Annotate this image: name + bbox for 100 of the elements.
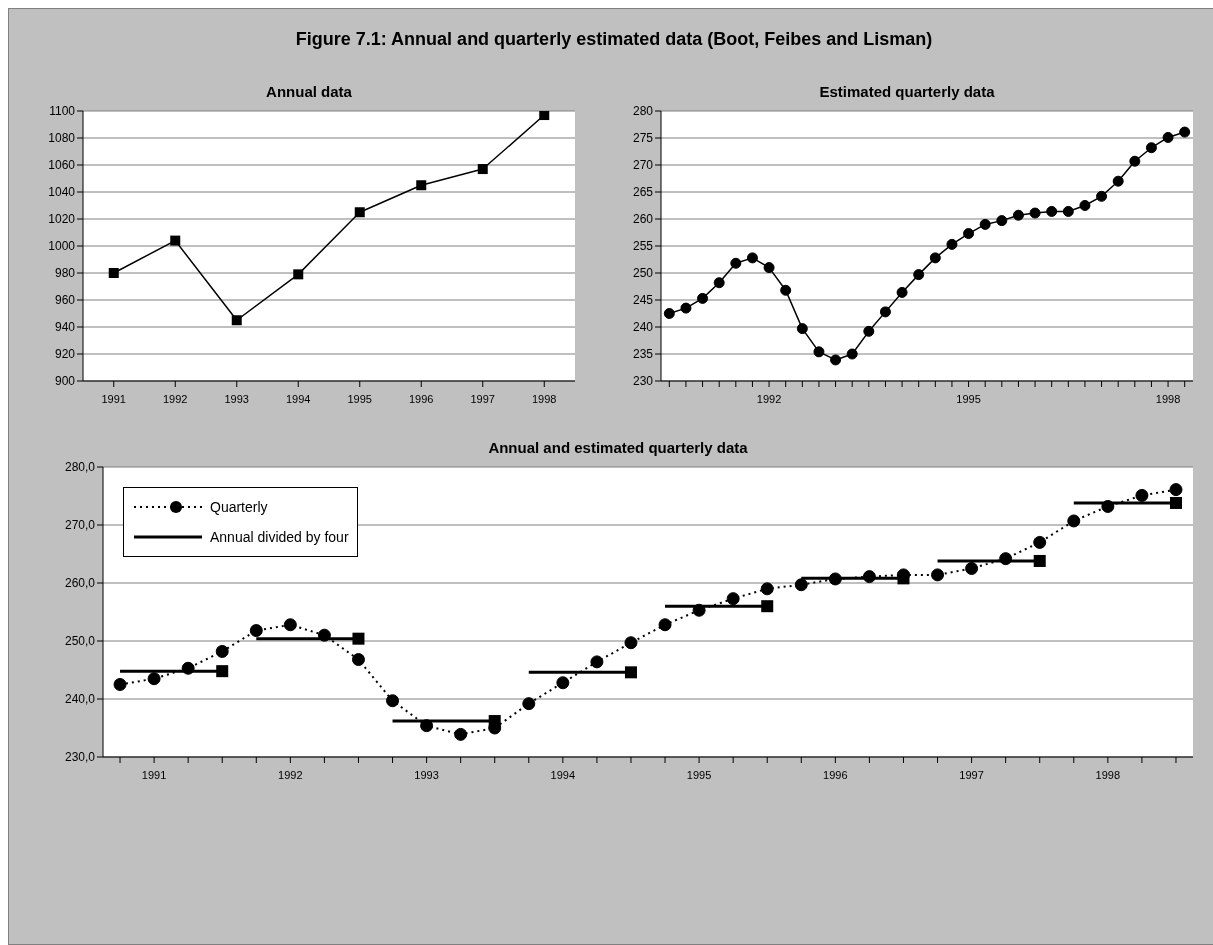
y-tick-label: 900 xyxy=(54,374,76,389)
point xyxy=(1135,488,1149,502)
point xyxy=(1046,205,1058,217)
y-tick-label: 265 xyxy=(632,185,654,200)
point xyxy=(761,600,774,613)
y-tick-label: 230,0 xyxy=(64,750,96,765)
point xyxy=(170,235,181,246)
point xyxy=(1169,496,1182,509)
point xyxy=(663,308,675,319)
y-tick-label: 235 xyxy=(632,347,654,362)
point xyxy=(1012,209,1024,221)
point xyxy=(231,315,242,326)
point xyxy=(1145,142,1157,154)
y-tick-label: 240 xyxy=(632,320,654,335)
point xyxy=(896,286,908,298)
point xyxy=(215,644,229,658)
y-tick-label: 920 xyxy=(54,347,76,362)
y-tick-label: 250,0 xyxy=(64,634,96,649)
point xyxy=(879,306,891,318)
point xyxy=(590,655,604,669)
point xyxy=(354,207,365,218)
point xyxy=(1112,175,1124,187)
x-tick-label: 1992 xyxy=(756,392,782,405)
x-tick-label: 1998 xyxy=(532,392,557,405)
x-tick-label: 1992 xyxy=(278,768,303,781)
point xyxy=(996,215,1008,227)
y-tick-label: 1100 xyxy=(49,104,76,119)
point xyxy=(1033,554,1046,567)
point xyxy=(386,694,400,708)
point xyxy=(216,665,229,678)
point xyxy=(1101,499,1115,513)
point xyxy=(863,325,875,337)
y-tick-label: 230 xyxy=(632,374,654,389)
y-tick-label: 280 xyxy=(632,104,654,119)
y-tick-label: 275 xyxy=(632,131,654,146)
point xyxy=(1169,483,1183,497)
point xyxy=(420,719,434,733)
x-tick-label: 1997 xyxy=(959,768,984,781)
point xyxy=(522,697,536,711)
point xyxy=(1029,207,1041,219)
chart-title: Annual and estimated quarterly data xyxy=(487,439,749,456)
y-tick-label: 1040 xyxy=(48,185,76,200)
point xyxy=(692,603,706,617)
point xyxy=(813,346,825,358)
y-tick-label: 1020 xyxy=(48,212,76,227)
point xyxy=(416,180,427,191)
x-tick-label: 1991 xyxy=(101,392,126,405)
point xyxy=(1179,126,1191,138)
point xyxy=(108,268,119,278)
point xyxy=(352,632,365,645)
point xyxy=(293,269,304,280)
point xyxy=(680,302,692,314)
y-tick-label: 260 xyxy=(632,212,654,227)
y-tick-label: 1080 xyxy=(48,131,76,146)
chart-title: Estimated quarterly data xyxy=(818,83,996,100)
point xyxy=(846,348,858,360)
legend-label: Quarterly xyxy=(210,499,268,515)
y-tick-label: 280,0 xyxy=(64,460,96,475)
point xyxy=(796,323,808,335)
point xyxy=(913,269,925,281)
point xyxy=(979,218,991,230)
caption: Figure 7.1: Annual and quarterly estimated data (Boot, Feibes and Lisman) xyxy=(294,29,934,50)
point xyxy=(658,618,672,632)
point xyxy=(624,636,638,650)
point xyxy=(317,628,331,642)
point xyxy=(760,582,774,596)
chart-title: Annual data xyxy=(265,83,353,100)
y-tick-label: 260,0 xyxy=(64,576,96,591)
point xyxy=(1062,205,1074,217)
x-tick-label: 1997 xyxy=(470,392,495,405)
point xyxy=(556,676,570,690)
point xyxy=(477,164,488,175)
point xyxy=(1096,190,1108,202)
y-tick-label: 270 xyxy=(632,158,654,173)
x-tick-label: 1996 xyxy=(409,392,434,405)
point xyxy=(726,592,740,606)
y-tick-label: 1060 xyxy=(48,158,76,173)
legend-label: Annual divided by four xyxy=(210,529,349,545)
point xyxy=(697,292,709,304)
y-tick-label: 250 xyxy=(632,266,654,281)
point xyxy=(963,228,975,240)
point xyxy=(931,568,945,582)
point xyxy=(113,678,127,691)
point xyxy=(454,727,468,741)
x-tick-label: 1998 xyxy=(1155,392,1181,405)
point xyxy=(249,624,263,638)
point xyxy=(713,277,725,289)
point xyxy=(539,111,550,121)
point xyxy=(1067,514,1081,528)
point xyxy=(1129,155,1141,167)
x-tick-label: 1995 xyxy=(956,392,981,405)
point xyxy=(351,653,365,667)
x-tick-label: 1994 xyxy=(550,768,576,781)
point xyxy=(862,570,876,584)
x-tick-label: 1992 xyxy=(163,392,188,405)
y-tick-label: 245 xyxy=(632,293,654,308)
x-tick-label: 1995 xyxy=(347,392,372,405)
point xyxy=(794,578,808,592)
point xyxy=(780,284,792,296)
y-tick-label: 270,0 xyxy=(64,518,96,533)
